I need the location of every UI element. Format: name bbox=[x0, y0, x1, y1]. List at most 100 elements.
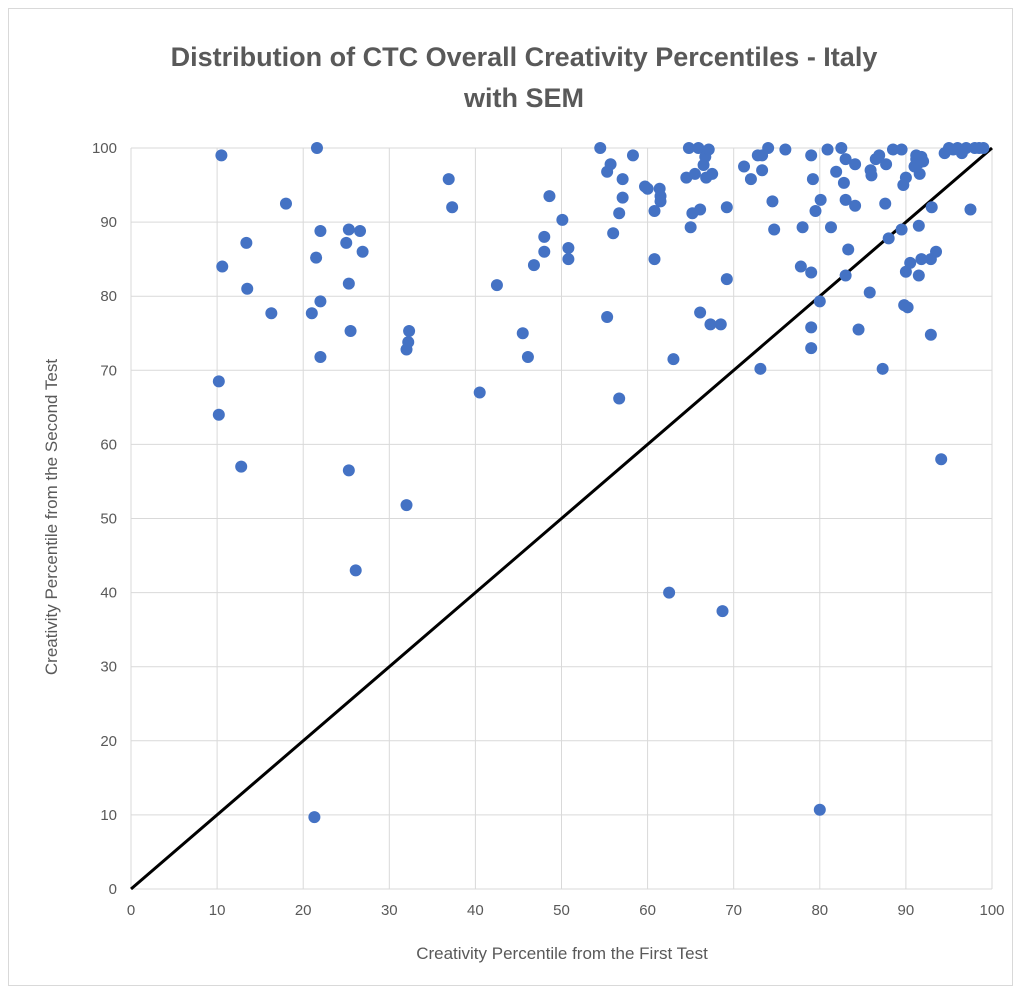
data-point-95 bbox=[809, 204, 822, 217]
data-point-109 bbox=[849, 158, 862, 171]
data-point-13 bbox=[314, 295, 327, 308]
data-point-67 bbox=[694, 306, 707, 319]
x-tick-label-6: 60 bbox=[639, 902, 656, 919]
data-point-11 bbox=[310, 251, 323, 264]
data-point-96 bbox=[813, 295, 826, 308]
data-point-105 bbox=[839, 269, 852, 282]
y-tick-label-4: 40 bbox=[100, 585, 117, 602]
data-point-65 bbox=[692, 142, 705, 154]
data-point-25 bbox=[402, 336, 415, 349]
data-point-36 bbox=[538, 245, 551, 258]
data-point-48 bbox=[616, 191, 629, 204]
data-point-57 bbox=[654, 195, 667, 208]
data-point-47 bbox=[616, 173, 629, 186]
data-point-19 bbox=[344, 325, 357, 338]
data-point-149 bbox=[960, 142, 973, 154]
data-point-72 bbox=[704, 318, 717, 331]
data-point-134 bbox=[912, 219, 925, 232]
data-point-78 bbox=[738, 160, 751, 173]
data-point-54 bbox=[648, 253, 661, 266]
y-tick-label-10: 100 bbox=[92, 140, 117, 157]
data-point-29 bbox=[446, 201, 459, 214]
x-tick-label-10: 100 bbox=[979, 902, 1004, 919]
y-tick-label-0: 0 bbox=[109, 881, 117, 898]
data-point-35 bbox=[538, 230, 551, 243]
data-point-138 bbox=[917, 155, 930, 168]
data-point-21 bbox=[349, 564, 362, 577]
data-point-40 bbox=[562, 253, 575, 266]
x-tick-label-1: 10 bbox=[209, 902, 226, 919]
gridlines bbox=[130, 147, 993, 890]
data-point-93 bbox=[805, 149, 818, 162]
x-tick-label-7: 70 bbox=[725, 902, 742, 919]
data-point-128 bbox=[904, 256, 917, 269]
data-point-137 bbox=[915, 253, 928, 266]
x-tick-label-0: 0 bbox=[127, 902, 135, 919]
data-point-116 bbox=[876, 362, 889, 375]
x-tick-label-4: 40 bbox=[467, 902, 484, 919]
data-point-121 bbox=[895, 223, 908, 236]
data-point-4 bbox=[235, 460, 248, 473]
data-point-142 bbox=[930, 245, 943, 258]
data-point-135 bbox=[913, 167, 926, 180]
data-point-31 bbox=[490, 279, 503, 292]
data-point-26 bbox=[403, 325, 416, 338]
data-point-127 bbox=[901, 301, 914, 314]
data-point-16 bbox=[340, 236, 353, 249]
data-point-76 bbox=[720, 273, 733, 286]
data-point-30 bbox=[473, 386, 486, 399]
data-point-7 bbox=[265, 307, 278, 320]
data-point-86 bbox=[768, 223, 781, 236]
data-point-74 bbox=[714, 318, 727, 331]
data-point-104 bbox=[839, 193, 852, 206]
data-point-75 bbox=[716, 605, 729, 618]
data-point-90 bbox=[805, 266, 818, 279]
data-point-17 bbox=[342, 223, 355, 236]
data-point-37 bbox=[543, 190, 556, 203]
data-point-44 bbox=[607, 227, 620, 240]
data-point-88 bbox=[796, 221, 809, 234]
data-point-18 bbox=[342, 277, 355, 290]
data-point-118 bbox=[880, 158, 893, 171]
x-tick-label-9: 90 bbox=[898, 902, 915, 919]
data-point-107 bbox=[839, 153, 852, 166]
chart-frame: Distribution of CTC Overall Creativity P… bbox=[8, 8, 1013, 986]
data-point-41 bbox=[594, 142, 607, 154]
x-tick-label-3: 30 bbox=[381, 902, 398, 919]
y-tick-label-6: 60 bbox=[100, 436, 117, 453]
data-point-20 bbox=[342, 464, 355, 477]
data-point-111 bbox=[863, 286, 876, 299]
data-point-115 bbox=[873, 149, 886, 162]
data-point-38 bbox=[556, 213, 569, 226]
data-point-58 bbox=[663, 586, 676, 599]
axis-ticks: 0 10 20 30 40 50 60 70 80 90 100 0 10 20 30 40 50 60 70 80 9… bbox=[92, 140, 1005, 919]
data-point-92 bbox=[805, 342, 818, 355]
x-axis-label: Creativity Percentile from the First Tes… bbox=[416, 944, 708, 963]
data-point-39 bbox=[562, 242, 575, 255]
data-point-82 bbox=[754, 362, 767, 375]
data-point-46 bbox=[613, 207, 626, 220]
scatter-chart: Distribution of CTC Overall Creativity P… bbox=[42, 42, 1005, 963]
data-point-106 bbox=[842, 243, 855, 256]
data-point-3 bbox=[212, 408, 225, 421]
y-tick-label-5: 50 bbox=[100, 511, 117, 528]
data-point-33 bbox=[521, 350, 534, 363]
y-tick-label-3: 30 bbox=[100, 659, 117, 676]
data-point-87 bbox=[779, 143, 792, 156]
y-tick-label-2: 20 bbox=[100, 733, 117, 750]
data-point-8 bbox=[279, 197, 292, 210]
data-point-73 bbox=[706, 167, 719, 180]
x-tick-label-8: 80 bbox=[811, 902, 828, 919]
data-point-141 bbox=[924, 328, 937, 341]
data-point-101 bbox=[830, 165, 843, 178]
y-tick-label-1: 10 bbox=[100, 807, 117, 824]
data-point-14 bbox=[314, 350, 327, 363]
data-point-124 bbox=[899, 171, 912, 184]
y-tick-label-8: 80 bbox=[100, 288, 117, 305]
data-point-113 bbox=[865, 169, 878, 182]
data-point-117 bbox=[879, 197, 892, 210]
y-tick-label-9: 90 bbox=[100, 214, 117, 231]
data-point-5 bbox=[240, 236, 253, 249]
y-axis-label: Creativity Percentile from the Second Te… bbox=[42, 359, 61, 675]
data-point-12 bbox=[314, 224, 327, 237]
